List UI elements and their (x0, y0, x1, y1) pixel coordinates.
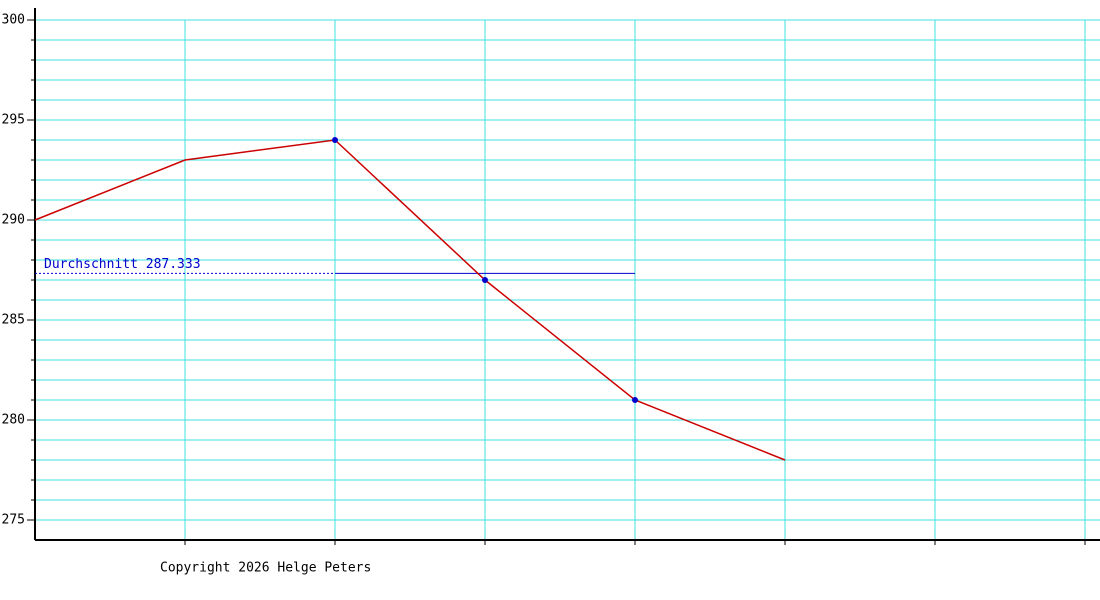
y-tick-label: 285 (2, 313, 25, 328)
data-line (34, 139, 786, 461)
data-point (482, 277, 488, 283)
data-point (332, 137, 338, 143)
y-tick-label: 280 (2, 413, 25, 428)
average-label: Durchschnitt 287.333 (44, 257, 201, 272)
copyright: Copyright 2026 Helge Peters (160, 561, 371, 576)
data-point (632, 397, 638, 403)
y-tick-label: 275 (2, 513, 25, 528)
y-tick-label: 290 (2, 213, 25, 228)
y-tick-label: 295 (2, 113, 25, 128)
y-tick-label: 300 (2, 13, 25, 28)
